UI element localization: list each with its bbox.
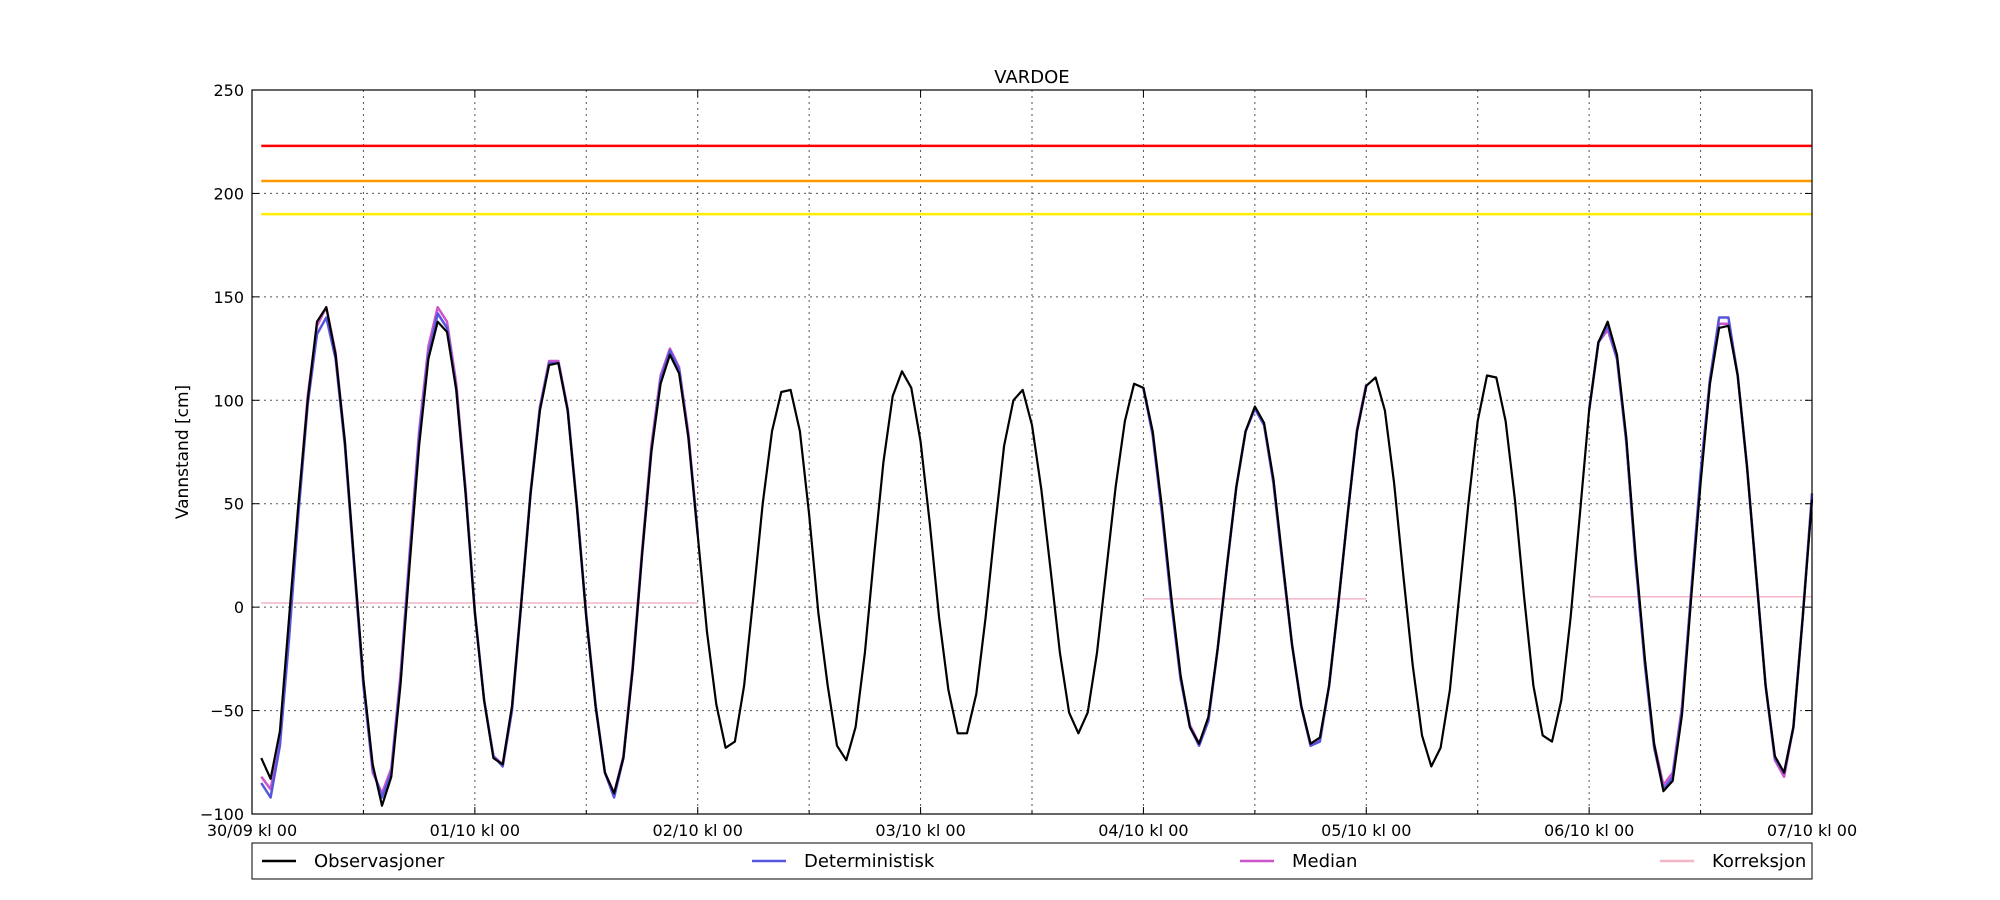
x-tick-label: 01/10 kl 00 (430, 821, 520, 840)
x-tick-label: 04/10 kl 00 (1098, 821, 1188, 840)
x-tick-label: 02/10 kl 00 (653, 821, 743, 840)
x-tick-label: 06/10 kl 00 (1544, 821, 1634, 840)
y-tick-label: 50 (224, 495, 244, 514)
y-tick-label: 0 (234, 598, 244, 617)
series-observasjoner-line (260, 306, 1814, 807)
legend-observasjoner-label: Observasjoner (314, 851, 445, 872)
legend-median-label: Median (1292, 851, 1357, 872)
legend-deterministisk-label: Deterministisk (804, 851, 935, 872)
legend: Observasjoner Deterministisk Median Korreks… (251, 842, 1813, 880)
x-tick-label: 30/09 kl 00 (207, 821, 297, 840)
series-deterministisk-line (260, 312, 699, 799)
legend-frame (251, 842, 1813, 880)
x-tick-label: 07/10 kl 00 (1767, 821, 1857, 840)
axis-ticks: −100 −50 0 50 100 150 200 250 30/09 kl 00 01/10 k… (200, 81, 1857, 840)
y-tick-label: 250 (213, 81, 244, 100)
chart-title: VARDOE (994, 67, 1069, 88)
grid (252, 90, 1812, 814)
series-median-line (260, 305, 699, 795)
y-tick-label: 150 (213, 288, 244, 307)
y-tick-label: 100 (213, 391, 244, 410)
threshold-lines (261, 144, 1812, 216)
legend-korreksjon-label: Korreksjon (1712, 851, 1806, 872)
y-axis-label: Vannstand [cm] (173, 385, 193, 519)
y-tick-label: −100 (200, 805, 244, 824)
y-tick-label: −50 (210, 702, 244, 721)
x-tick-label: 03/10 kl 00 (875, 821, 965, 840)
series-lines (260, 305, 1814, 807)
y-tick-label: 200 (213, 184, 244, 203)
x-tick-label: 05/10 kl 00 (1321, 821, 1411, 840)
